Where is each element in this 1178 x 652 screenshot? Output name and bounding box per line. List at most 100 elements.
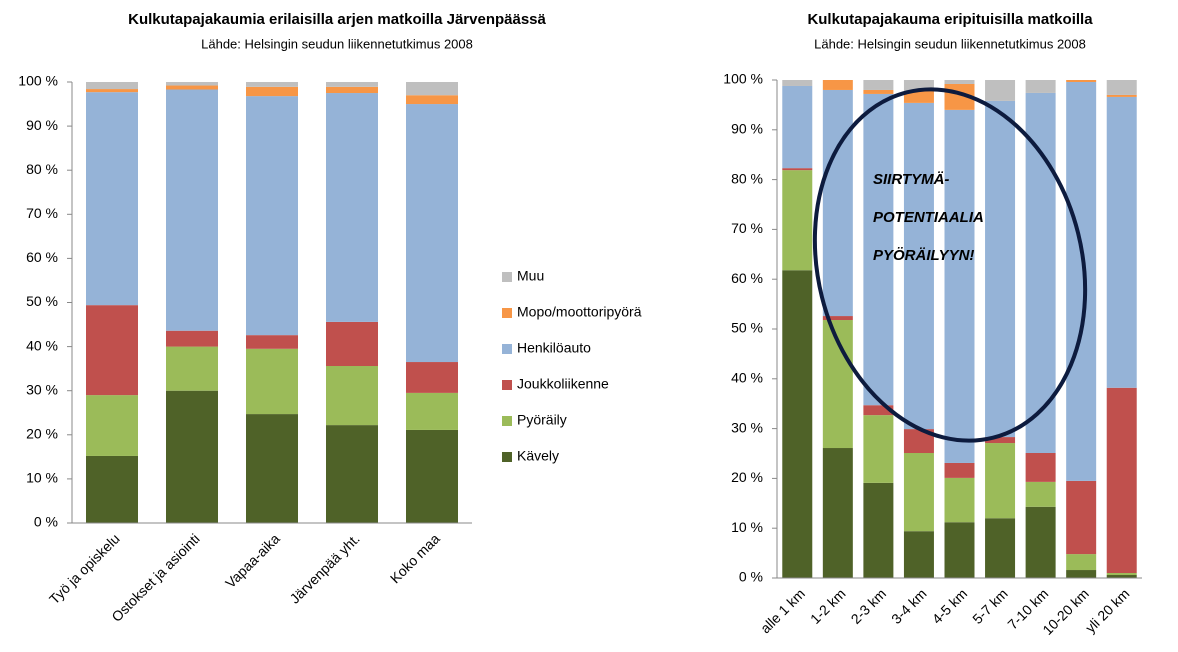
bar-segment — [903, 102, 934, 430]
bar-segment — [1106, 96, 1137, 388]
y-tick-label: 40 % — [731, 370, 763, 386]
annotation: SIIRTYMÄ- — [873, 171, 949, 188]
bar-segment — [326, 93, 378, 322]
bar-segment — [1106, 575, 1137, 578]
y-tick-label: 30 % — [731, 419, 763, 435]
bar-segment — [782, 85, 813, 169]
chart-subtitle: Lähde: Helsingin seudun liikennetutkimus… — [814, 36, 1086, 51]
bar-segment — [1106, 94, 1137, 97]
bar-segment — [1025, 481, 1056, 507]
bar-segment — [326, 86, 378, 94]
bar-segment — [782, 168, 813, 171]
bar-segment — [1066, 570, 1097, 578]
bar-segment — [782, 270, 813, 578]
y-tick-label: 50 % — [731, 320, 763, 336]
bar-segment — [903, 453, 934, 532]
y-tick-label: 50 % — [26, 293, 58, 309]
bar-segment — [246, 348, 298, 415]
legend-swatch — [502, 344, 512, 354]
x-tick-label: Ostokset ja asiointi — [108, 530, 202, 624]
highlight-ellipse — [812, 87, 1088, 443]
bar-segment — [944, 462, 975, 478]
annotation: PYÖRÄILYYN! — [873, 247, 974, 264]
bar-segment — [406, 429, 458, 523]
legend-swatch — [502, 452, 512, 462]
bar-segment — [1106, 80, 1137, 95]
bar-segment — [782, 80, 813, 86]
bar-segment — [782, 170, 813, 271]
bar-segment — [406, 82, 458, 96]
legend-label: Mopo/moottoripyörä — [517, 304, 642, 320]
y-tick-label: 60 % — [731, 270, 763, 286]
bar-segment — [326, 366, 378, 426]
legend-label: Joukkoliikenne — [517, 376, 609, 392]
y-tick-label: 10 % — [731, 519, 763, 535]
legend-label: Henkilöauto — [517, 340, 591, 356]
legend-label: Muu — [517, 268, 544, 284]
bar-segment — [1025, 506, 1056, 578]
bar-segment — [944, 109, 975, 463]
bar-segment — [86, 82, 138, 90]
bar-segment — [166, 330, 218, 347]
bar-segment — [863, 89, 894, 94]
annotation: POTENTIAALIA — [873, 209, 984, 226]
legend-swatch — [502, 380, 512, 390]
bar-segment — [166, 89, 218, 331]
bar-segment — [944, 80, 975, 84]
bar-segment — [246, 82, 298, 87]
bar-segment — [406, 95, 458, 105]
bar-segment — [166, 85, 218, 90]
bar-segment — [86, 92, 138, 306]
bar-segment — [944, 477, 975, 523]
x-tick-label: Vapaa-aika — [222, 530, 283, 591]
bar-segment — [903, 531, 934, 578]
bar-segment — [985, 80, 1016, 101]
bar-segment — [86, 89, 138, 93]
bar-segment — [822, 89, 853, 317]
legend-label: Pyöräily — [517, 412, 567, 428]
bar-segment — [985, 443, 1016, 519]
x-tick-label: yli 20 km — [1082, 585, 1132, 635]
bar-segment — [246, 86, 298, 97]
y-tick-label: 0 % — [739, 569, 763, 585]
bar-segment — [326, 321, 378, 367]
bar-segment — [822, 316, 853, 321]
bar-segment — [326, 82, 378, 87]
legend-swatch — [502, 308, 512, 318]
bar-segment — [1066, 81, 1097, 481]
bar-segment — [985, 518, 1016, 578]
legend-swatch — [502, 272, 512, 282]
bar-segment — [863, 415, 894, 483]
y-tick-label: 70 % — [731, 220, 763, 236]
bar-segment — [86, 305, 138, 396]
bar-segment — [1025, 453, 1056, 482]
bar-segment — [406, 362, 458, 393]
legend-label: Kävely — [517, 448, 559, 464]
x-tick-label: 3-4 km — [888, 585, 930, 627]
y-tick-label: 30 % — [26, 381, 58, 397]
y-tick-label: 90 % — [731, 121, 763, 137]
bar-segment — [406, 392, 458, 430]
bar-segment — [1025, 80, 1056, 93]
bar-segment — [166, 82, 218, 86]
chart-title: Kulkutapajakaumia erilaisilla arjen matk… — [128, 11, 546, 28]
bar-segment — [1106, 387, 1137, 574]
x-tick-label: Työ ja opiskelu — [46, 530, 123, 607]
y-tick-label: 70 % — [26, 205, 58, 221]
y-tick-label: 80 % — [26, 161, 58, 177]
chart-title: Kulkutapajakauma eripituisilla matkoilla — [807, 11, 1093, 28]
y-tick-label: 10 % — [26, 470, 58, 486]
bar-segment — [246, 335, 298, 349]
chart-subtitle: Lähde: Helsingin seudun liikennetutkimus… — [201, 36, 473, 51]
bar-segment — [863, 405, 894, 416]
bar-segment — [86, 395, 138, 456]
bar-segment — [985, 100, 1016, 438]
x-tick-label: Koko maa — [387, 530, 443, 586]
x-tick-label: 2-3 km — [848, 585, 890, 627]
y-tick-label: 60 % — [26, 249, 58, 265]
bar-segment — [1066, 480, 1097, 555]
bar-segment — [822, 80, 853, 90]
bar-segment — [1106, 573, 1137, 576]
